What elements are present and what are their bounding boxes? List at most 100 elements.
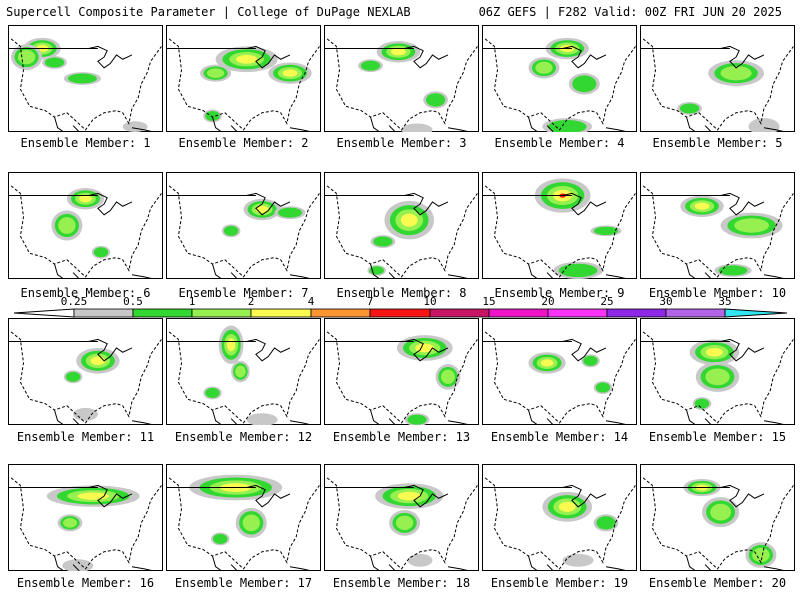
ensemble-member-label: Ensemble Member: 1	[20, 136, 151, 150]
cuba-coast	[606, 275, 628, 279]
ensemble-member-label: Ensemble Member: 3	[336, 136, 467, 150]
us-coastline	[327, 186, 477, 277]
ensemble-member-label: Ensemble Member: 5	[652, 136, 783, 150]
parameter-contour	[558, 263, 598, 278]
mexico-coast	[371, 117, 396, 132]
mexico-coast	[55, 410, 80, 425]
legend-tick-label: 2	[247, 295, 255, 308]
parameter-contour	[596, 516, 616, 530]
ensemble-member-label: Ensemble Member: 15	[648, 430, 787, 444]
ensemble-member-panel: Ensemble Member: 11	[8, 318, 163, 446]
parameter-contour	[400, 213, 418, 227]
cuba-coast	[606, 128, 628, 132]
great-lakes	[721, 339, 764, 360]
us-coastline	[327, 332, 477, 423]
mexico-coast	[687, 264, 712, 279]
cuba-coast	[132, 128, 154, 132]
legend-color-segment	[73, 308, 134, 318]
legend-color-segment	[429, 308, 490, 318]
ensemble-member-label: Ensemble Member: 13	[332, 430, 471, 444]
ensemble-member-panel: Ensemble Member: 7	[166, 172, 321, 302]
parameter-contour	[226, 338, 236, 352]
legend-color-segment	[547, 308, 608, 318]
ensemble-member-label: Ensemble Member: 17	[174, 576, 313, 590]
ensemble-member-label: Ensemble Member: 20	[648, 576, 787, 590]
ensemble-member-label: Ensemble Member: 12	[174, 430, 313, 444]
cuba-coast	[290, 128, 312, 132]
ensemble-member-map	[640, 464, 795, 571]
cuba-coast	[764, 567, 786, 571]
mexico-coast	[529, 410, 554, 425]
parameter-contour	[17, 49, 36, 65]
mexico-coast	[371, 410, 396, 425]
parameter-contour	[223, 225, 239, 236]
legend-tick-label: 1	[188, 295, 196, 308]
ensemble-member-map	[482, 25, 637, 132]
ensemble-member-label: Ensemble Member: 16	[16, 576, 155, 590]
parameter-contour	[373, 236, 393, 247]
us-coastline	[169, 332, 319, 423]
great-lakes	[721, 485, 764, 506]
ensemble-member-panel: Ensemble Member: 19	[482, 464, 637, 592]
parameter-contour	[562, 553, 594, 567]
ensemble-member-label: Ensemble Member: 9	[494, 286, 625, 300]
ensemble-member-panel: Ensemble Member: 3	[324, 25, 479, 152]
ensemble-member-panel: Ensemble Member: 15	[640, 318, 795, 446]
great-lakes	[247, 485, 290, 506]
ensemble-member-label: Ensemble Member: 14	[490, 430, 629, 444]
ensemble-member-panel: Ensemble Member: 6	[8, 172, 163, 302]
cuba-coast	[132, 275, 154, 279]
us-coastline	[485, 332, 635, 423]
legend-tick-label: 35	[718, 295, 732, 308]
color-legend: 0.25 0.5 1 2 4 7 10 15 20 25 30 35	[0, 295, 800, 323]
mexico-coast	[371, 264, 396, 279]
legend-color-segment	[191, 308, 252, 318]
great-lakes	[563, 46, 606, 67]
ensemble-member-panel: Ensemble Member: 8	[324, 172, 479, 302]
great-lakes	[721, 46, 764, 67]
us-coastline	[11, 332, 161, 423]
legend-tick-label: 30	[659, 295, 673, 308]
cuba-coast	[290, 275, 312, 279]
ensemble-member-map	[8, 25, 163, 132]
parameter-contour	[122, 121, 148, 132]
parameter-contour	[395, 515, 414, 531]
cuba-coast	[290, 567, 312, 571]
parameter-contour	[535, 61, 553, 74]
parameter-contour	[277, 207, 303, 218]
legend-color-segment	[488, 308, 549, 318]
great-lakes	[405, 485, 448, 506]
great-lakes	[405, 193, 448, 214]
parameter-contour	[73, 407, 98, 421]
ensemble-member-label: Ensemble Member: 4	[494, 136, 625, 150]
ensemble-member-map	[324, 318, 479, 425]
mexico-coast	[529, 117, 554, 132]
cuba-coast	[132, 567, 154, 571]
parameter-contour	[93, 247, 109, 258]
mexico-coast	[213, 410, 238, 425]
cuba-coast	[606, 421, 628, 425]
legend-tick-label: 20	[541, 295, 555, 308]
parameter-contour	[748, 118, 780, 132]
header-title: Supercell Composite Parameter | College …	[6, 5, 411, 19]
parameter-contour	[547, 119, 587, 132]
cuba-coast	[448, 421, 470, 425]
ensemble-member-panel: Ensemble Member: 4	[482, 25, 637, 152]
ensemble-member-map	[482, 318, 637, 425]
mexico-coast	[55, 264, 80, 279]
great-lakes	[89, 485, 132, 506]
parameter-contour	[67, 73, 97, 84]
ensemble-member-map	[324, 25, 479, 132]
cuba-coast	[290, 421, 312, 425]
legend-color-segment	[250, 308, 312, 318]
parameter-contour	[282, 69, 298, 77]
ensemble-member-label: Ensemble Member: 18	[332, 576, 471, 590]
ensemble-member-map	[166, 318, 321, 425]
ensemble-member-map	[166, 25, 321, 132]
cuba-coast	[764, 128, 786, 132]
legend-tick-label: 25	[600, 295, 614, 308]
legend-high-arrow	[724, 308, 788, 318]
parameter-contour	[206, 68, 225, 78]
parameter-contour	[720, 65, 752, 81]
us-coastline	[11, 39, 161, 130]
